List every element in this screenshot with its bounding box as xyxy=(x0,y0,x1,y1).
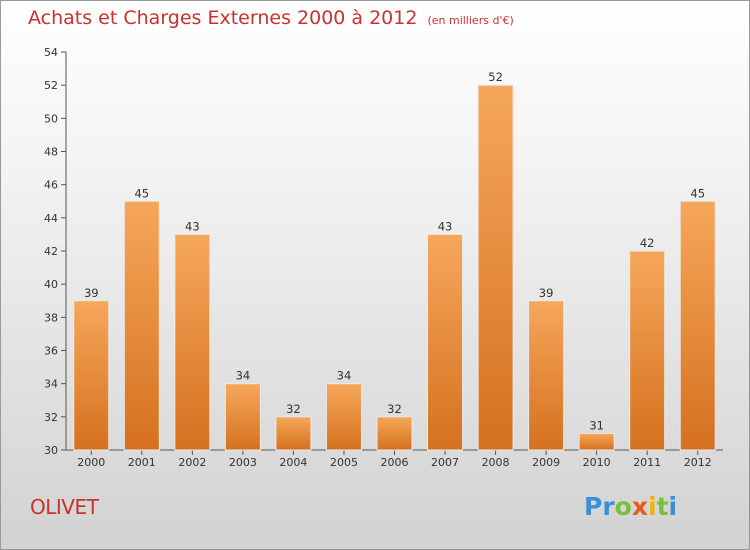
chart-unit: (en milliers d'€) xyxy=(427,14,514,27)
x-tick-label: 2012 xyxy=(684,456,712,469)
x-tick-label: 2000 xyxy=(77,456,105,469)
bar-2002 xyxy=(174,233,211,451)
y-tick-label: 32 xyxy=(44,411,58,424)
bar-2008 xyxy=(477,84,514,451)
value-label-2012: 45 xyxy=(690,186,705,200)
value-label-2001: 45 xyxy=(134,186,149,200)
y-tick-label: 38 xyxy=(44,311,58,324)
bar-2006 xyxy=(376,416,413,451)
y-tick-label: 50 xyxy=(44,112,58,125)
logo-letter: o xyxy=(614,492,632,521)
x-tick-label: 2004 xyxy=(279,456,307,469)
chart-title: Achats et Charges Externes 2000 à 2012 xyxy=(28,7,418,29)
bar-2010 xyxy=(578,432,615,451)
x-tick-label: 2005 xyxy=(330,456,358,469)
bar-2012 xyxy=(679,200,716,451)
value-label-2010: 31 xyxy=(589,418,604,432)
bar-2005 xyxy=(325,383,362,451)
y-tick-label: 40 xyxy=(44,278,58,291)
bar-2007 xyxy=(427,233,464,451)
value-label-2008: 52 xyxy=(488,70,503,84)
y-tick-label: 52 xyxy=(44,79,58,92)
bar-2004 xyxy=(275,416,312,451)
y-tick-label: 54 xyxy=(44,46,58,59)
y-tick-label: 42 xyxy=(44,245,58,258)
y-tick-label: 44 xyxy=(44,212,58,225)
value-label-2007: 43 xyxy=(438,219,453,233)
logo-letter: t xyxy=(656,492,669,521)
logo-letter: P xyxy=(584,492,603,521)
bars-group xyxy=(73,84,716,451)
bar-2003 xyxy=(224,383,261,451)
y-tick-label: 36 xyxy=(44,345,58,358)
logo-letter: x xyxy=(631,492,648,521)
labels-group: 2000 39 2001 45 2002 43 2003 34 2004 32 2005 34 2006… xyxy=(77,70,711,469)
logo-letter: i xyxy=(648,492,657,521)
proxiti-logo: Proxiti xyxy=(584,492,677,521)
value-label-2009: 39 xyxy=(539,286,554,300)
x-tick-label: 2007 xyxy=(431,456,459,469)
x-tick-label: 2009 xyxy=(532,456,560,469)
x-tick-label: 2010 xyxy=(583,456,611,469)
y-tick-label: 30 xyxy=(44,444,58,457)
value-label-2005: 34 xyxy=(337,369,352,383)
value-label-2004: 32 xyxy=(286,402,301,416)
value-label-2002: 43 xyxy=(185,219,200,233)
bar-2000 xyxy=(73,300,110,451)
y-tick-label: 34 xyxy=(44,378,58,391)
x-tick-label: 2006 xyxy=(381,456,409,469)
value-label-2003: 34 xyxy=(236,369,251,383)
title-row: Achats et Charges Externes 2000 à 2012 (e… xyxy=(28,7,514,29)
x-tick-label: 2002 xyxy=(178,456,206,469)
value-label-2006: 32 xyxy=(387,402,402,416)
x-tick-label: 2011 xyxy=(633,456,661,469)
y-tick-label: 48 xyxy=(44,146,58,159)
logo-letter: r xyxy=(602,492,615,521)
value-label-2011: 42 xyxy=(640,236,655,250)
bar-2001 xyxy=(123,200,160,451)
x-tick-label: 2001 xyxy=(128,456,156,469)
x-tick-label: 2003 xyxy=(229,456,257,469)
city-label: OLIVET xyxy=(30,495,99,519)
value-label-2000: 39 xyxy=(84,286,99,300)
bar-2009 xyxy=(528,300,565,451)
bar-2011 xyxy=(629,250,666,451)
y-tick-label: 46 xyxy=(44,179,58,192)
logo-letter: i xyxy=(668,492,678,521)
x-tick-label: 2008 xyxy=(482,456,510,469)
